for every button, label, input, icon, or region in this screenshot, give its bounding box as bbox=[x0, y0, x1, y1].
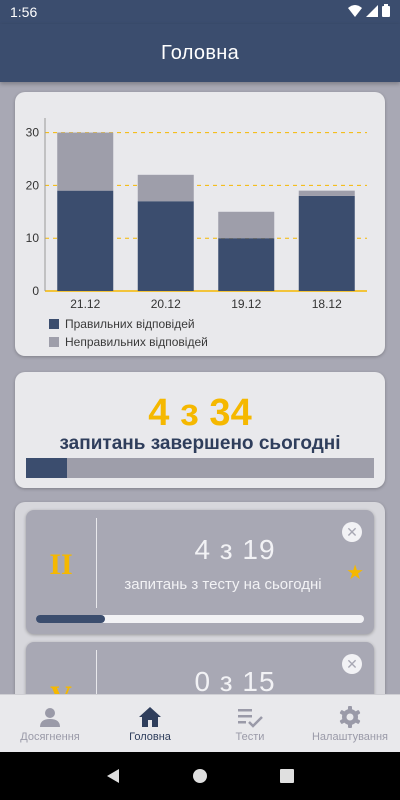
x-tick-label: 19.12 bbox=[231, 297, 261, 311]
test-progress-bar bbox=[36, 615, 364, 623]
test-numeral: II bbox=[49, 548, 73, 581]
bar-segment bbox=[218, 211, 275, 239]
bar-segment bbox=[298, 195, 355, 291]
checklist-icon bbox=[238, 708, 263, 728]
y-tick-label: 0 bbox=[32, 284, 39, 298]
y-tick-label: 20 bbox=[26, 178, 40, 192]
today-progress-bar bbox=[26, 458, 374, 478]
bar-segment bbox=[137, 174, 194, 202]
nav-label-tests: Тести bbox=[235, 730, 265, 743]
back-icon[interactable] bbox=[105, 768, 121, 784]
bar-segment bbox=[218, 238, 275, 291]
recents-icon[interactable] bbox=[279, 768, 295, 784]
bar-segment bbox=[57, 132, 114, 191]
chart-legend: Правильних відповідей Неправильних відпо… bbox=[49, 315, 208, 351]
legend-swatch-incorrect bbox=[49, 337, 59, 347]
today-progress-card: 4 з 34 запитань завершено сьогодні bbox=[15, 372, 385, 488]
nav-item-settings[interactable]: Налаштування bbox=[300, 695, 400, 752]
legend-label-correct: Правильних відповідей bbox=[65, 317, 195, 331]
bar-segment bbox=[137, 201, 194, 291]
bar-segment bbox=[57, 190, 114, 291]
close-icon[interactable]: ✕ bbox=[342, 654, 362, 674]
nav-label-achievements: Досягнення bbox=[20, 730, 80, 743]
legend-item-correct: Правильних відповідей bbox=[49, 315, 208, 333]
home-icon bbox=[139, 706, 161, 727]
today-label: запитань завершено сьогодні bbox=[59, 433, 341, 454]
nav-item-achievements[interactable]: Досягнення bbox=[0, 695, 100, 752]
test-description: запитань з тесту на сьогодні bbox=[124, 576, 322, 593]
legend-item-incorrect: Неправильних відповідей bbox=[49, 333, 208, 351]
nav-label-home: Головна bbox=[129, 730, 171, 743]
signal-icon bbox=[366, 4, 378, 17]
test-numeral: V bbox=[26, 680, 96, 694]
test-card[interactable]: V 0 з 15 ✕ bbox=[26, 642, 374, 694]
bottom-navigation: Досягнення Головна Тести Налаштування bbox=[0, 694, 400, 752]
person-icon bbox=[40, 707, 60, 727]
main-content[interactable]: 0 10 20 30 21.12 20.12 19.12 18.12 Правильних в… bbox=[0, 82, 400, 694]
legend-label-incorrect: Неправильних відповідей bbox=[65, 335, 208, 349]
wifi-icon bbox=[348, 4, 362, 17]
test-card[interactable]: II 4 з 19 запитань з тесту на сьогодні ✕… bbox=[26, 510, 374, 634]
y-tick-label: 30 bbox=[26, 126, 40, 140]
x-tick-label: 20.12 bbox=[151, 297, 181, 311]
x-tick-label: 21.12 bbox=[70, 297, 100, 311]
home-circle-icon[interactable] bbox=[192, 768, 208, 784]
nav-item-home[interactable]: Головна bbox=[100, 695, 200, 752]
stacked-bar-chart: 0 10 20 30 21.12 20.12 19.12 18.12 bbox=[26, 118, 367, 311]
test-progress-fill bbox=[36, 615, 105, 623]
app-bar: Головна bbox=[0, 24, 400, 82]
status-icons bbox=[348, 4, 390, 17]
today-count: 4 з 34 bbox=[148, 392, 252, 434]
gear-icon bbox=[339, 705, 361, 728]
close-icon[interactable]: ✕ bbox=[342, 522, 362, 542]
test-count: 4 з 19 bbox=[194, 534, 276, 565]
test-count: 0 з 15 bbox=[194, 666, 276, 694]
battery-icon bbox=[382, 4, 390, 17]
tests-list[interactable]: II 4 з 19 запитань з тесту на сьогодні ✕… bbox=[15, 502, 385, 694]
divider bbox=[96, 650, 97, 694]
status-bar: 1:56 bbox=[0, 0, 400, 24]
divider bbox=[96, 518, 97, 608]
system-navigation-bar bbox=[0, 752, 400, 800]
x-tick-label: 18.12 bbox=[312, 297, 342, 311]
nav-item-tests[interactable]: Тести bbox=[200, 695, 300, 752]
nav-label-settings: Налаштування bbox=[311, 730, 389, 743]
bar-segment bbox=[298, 190, 355, 196]
page-title: Головна bbox=[160, 41, 240, 64]
history-chart-card: 0 10 20 30 21.12 20.12 19.12 18.12 Правильних в… bbox=[15, 92, 385, 356]
star-icon[interactable]: ★ bbox=[346, 562, 364, 584]
today-progress-fill bbox=[26, 458, 68, 478]
legend-swatch-correct bbox=[49, 319, 59, 329]
status-time: 1:56 bbox=[10, 4, 38, 20]
y-tick-label: 10 bbox=[26, 231, 40, 245]
